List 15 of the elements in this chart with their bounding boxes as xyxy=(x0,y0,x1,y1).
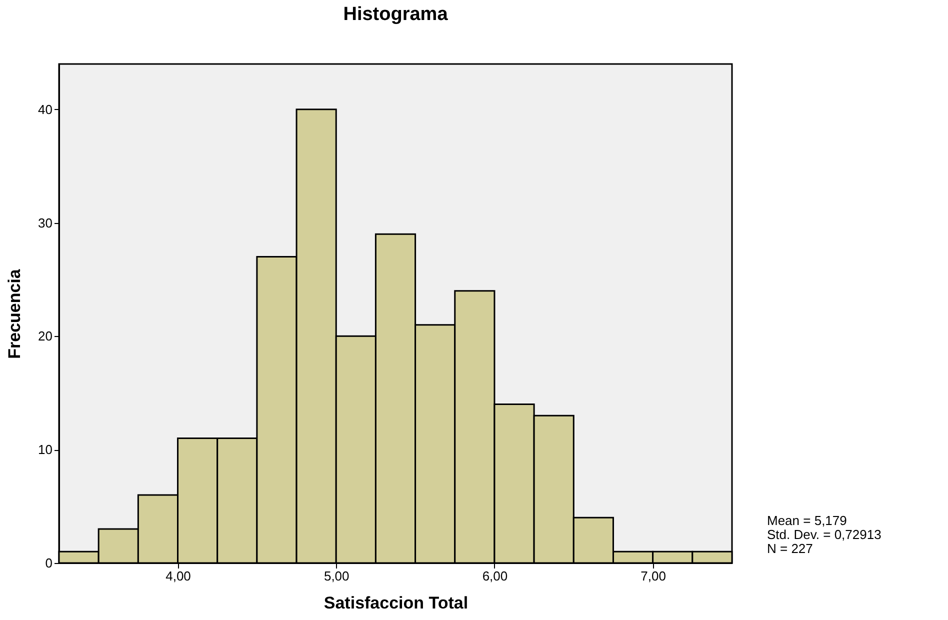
y-tick-label: 10 xyxy=(38,442,52,458)
x-axis-title: Satisfaccion Total xyxy=(324,594,468,612)
text: N = 227 xyxy=(767,541,813,556)
x-tick-label: 5,00 xyxy=(324,568,350,584)
x-tick-label: 4,00 xyxy=(166,568,191,584)
y-tick-label: 40 xyxy=(38,102,52,117)
chart-title: Histograma xyxy=(343,4,448,25)
x-tick-label: 7,00 xyxy=(640,568,666,584)
y-tick-label: 20 xyxy=(38,328,52,344)
x-tick-label: 6,00 xyxy=(482,568,508,584)
y-tick-label: 30 xyxy=(38,215,52,230)
text: Mean = 5,179 xyxy=(767,513,847,528)
y-axis-title: Frecuencia xyxy=(5,268,24,359)
text: Std. Dev. = 0,72913 xyxy=(767,527,882,542)
y-tick-label: 0 xyxy=(45,556,52,570)
